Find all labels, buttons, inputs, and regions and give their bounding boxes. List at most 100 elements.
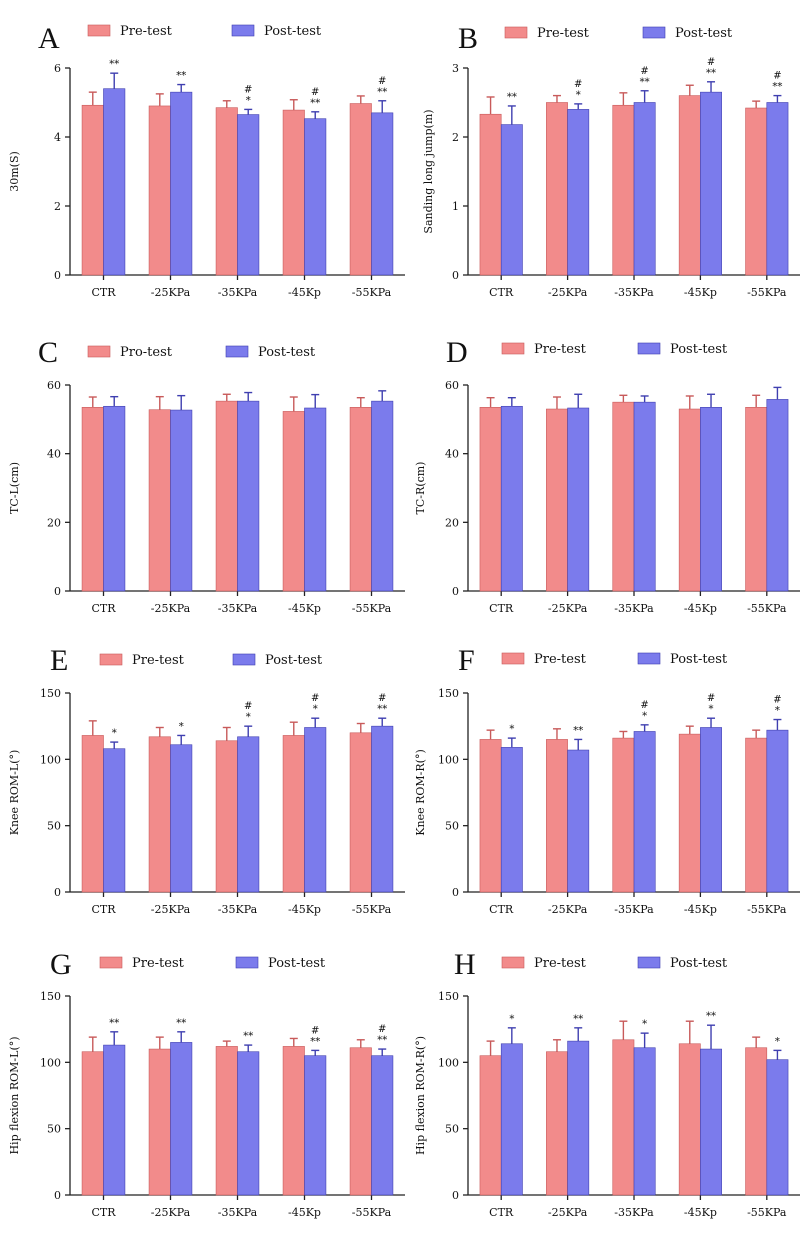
significance-mark: *: [112, 728, 117, 739]
bar-post: [371, 1055, 394, 1196]
y-tick-label: 20: [47, 516, 61, 529]
legend-g: Pre-test Post-test: [99, 956, 326, 971]
bar-post: [766, 102, 789, 276]
bar-pre: [745, 107, 768, 276]
y-tick-label: 20: [445, 516, 459, 529]
x-tick-label: -25KPa: [548, 1206, 588, 1219]
y-tick-label: 1: [452, 200, 459, 213]
bar-post: [237, 1051, 260, 1196]
bar-post: [567, 407, 590, 592]
bar-pre: [546, 102, 568, 276]
x-tick-label: -25KPa: [151, 602, 191, 615]
y-axis-label-f: Knee ROM-R(°): [414, 749, 427, 835]
x-tick-label: -25KPa: [151, 286, 191, 299]
bar-pre: [678, 733, 701, 893]
significance-mark: #: [707, 693, 715, 704]
bar-post: [371, 725, 394, 893]
legend-label-pre: Pre-test: [534, 652, 587, 667]
panel-letter-e: E: [50, 644, 68, 677]
significance-mark: **: [573, 725, 583, 736]
legend-label-pre: Pro-test: [120, 345, 173, 360]
significance-mark: **: [573, 1014, 583, 1025]
panel-c: C Pro-test Post-test 0 20 40 60 TC-L(cm) CTR -25K…: [8, 336, 405, 615]
bar-post: [633, 731, 656, 893]
legend-label-pre: Pre-test: [132, 956, 185, 971]
y-axis-label-g: Hip flexion ROM-L(°): [8, 1036, 21, 1154]
y-tick-label: 0: [54, 269, 61, 282]
x-tick-label: -35KPa: [614, 1206, 654, 1219]
bar-post: [304, 407, 327, 592]
x-tick-label: -55KPa: [747, 1206, 787, 1219]
legend-swatch-post: [637, 956, 661, 969]
bar-pre: [678, 1043, 701, 1196]
x-tick-label: -35KPa: [218, 1206, 258, 1219]
legend-label-post: Post-test: [670, 956, 728, 971]
bar-pre: [148, 105, 171, 276]
significance-mark: #: [640, 700, 648, 711]
y-tick-label: 100: [40, 1056, 61, 1069]
bar-post: [700, 407, 722, 592]
bar-pre: [81, 104, 104, 276]
x-tick-label: -45Kp: [684, 903, 717, 916]
significance-mark: **: [109, 1018, 119, 1029]
legend-h: Pre-test Post-test: [501, 956, 728, 971]
significance-mark: *: [576, 90, 581, 101]
y-tick-label: 150: [438, 687, 459, 700]
y-axis-label-h: Hip flexion ROM-R(°): [414, 1036, 427, 1155]
bar-pre: [612, 401, 635, 592]
x-tick-label: -25KPa: [548, 286, 588, 299]
panel-letter-f: F: [458, 644, 475, 677]
y-tick-label: 40: [445, 448, 459, 461]
y-tick-label: 100: [438, 1056, 459, 1069]
significance-mark: **: [176, 1018, 186, 1029]
x-tick-label: -45Kp: [288, 1206, 321, 1219]
legend-swatch-post: [642, 26, 666, 39]
y-tick-label: 3: [452, 62, 459, 75]
x-tick-label: -55KPa: [352, 1206, 392, 1219]
legend-label-pre: Pre-test: [132, 653, 185, 668]
bar-pre: [215, 400, 238, 592]
significance-mark: **: [706, 1011, 716, 1022]
x-tick-label: -25KPa: [548, 903, 588, 916]
significance-mark: #: [574, 79, 582, 90]
bar-pre: [282, 411, 305, 592]
y-tick-label: 0: [54, 1189, 61, 1202]
bar-pre: [546, 408, 568, 592]
bar-post: [500, 1043, 523, 1196]
y-tick-label: 2: [452, 131, 459, 144]
panel-letter-d: D: [446, 336, 468, 369]
y-axis-label-a: 30m(S): [8, 151, 21, 192]
significance-mark: *: [642, 1019, 647, 1030]
x-tick-label: -45Kp: [684, 1206, 717, 1219]
x-tick-label: -35KPa: [614, 903, 654, 916]
y-axis-label-c: TC-L(cm): [8, 462, 21, 514]
legend-swatch-post: [235, 956, 259, 969]
panel-letter-c: C: [38, 336, 58, 369]
significance-mark: #: [244, 84, 252, 95]
significance-mark: **: [243, 1031, 253, 1042]
y-tick-label: 0: [452, 269, 459, 282]
legend-label-post: Post-test: [268, 956, 326, 971]
bar-pre: [215, 107, 238, 276]
significance-mark: #: [311, 693, 319, 704]
bar-pre: [612, 104, 635, 276]
bar-post: [170, 744, 193, 893]
bar-post: [103, 748, 126, 893]
y-tick-label: 2: [54, 200, 61, 213]
bar-post: [766, 729, 789, 893]
bar-pre: [745, 407, 768, 592]
x-tick-label: CTR: [91, 1206, 116, 1219]
x-tick-label: -45Kp: [288, 602, 321, 615]
y-tick-label: 100: [40, 753, 61, 766]
y-tick-label: 0: [54, 886, 61, 899]
bar-post: [567, 109, 590, 276]
bar-post: [371, 400, 394, 592]
significance-mark: **: [772, 82, 782, 93]
bar-post: [170, 409, 193, 592]
bar-pre: [148, 736, 171, 893]
y-tick-label: 0: [452, 585, 459, 598]
legend-label-pre: Pre-test: [537, 26, 590, 41]
x-tick-label: -35KPa: [614, 602, 654, 615]
x-tick-label: CTR: [91, 602, 116, 615]
legend-swatch-pre: [501, 342, 525, 355]
